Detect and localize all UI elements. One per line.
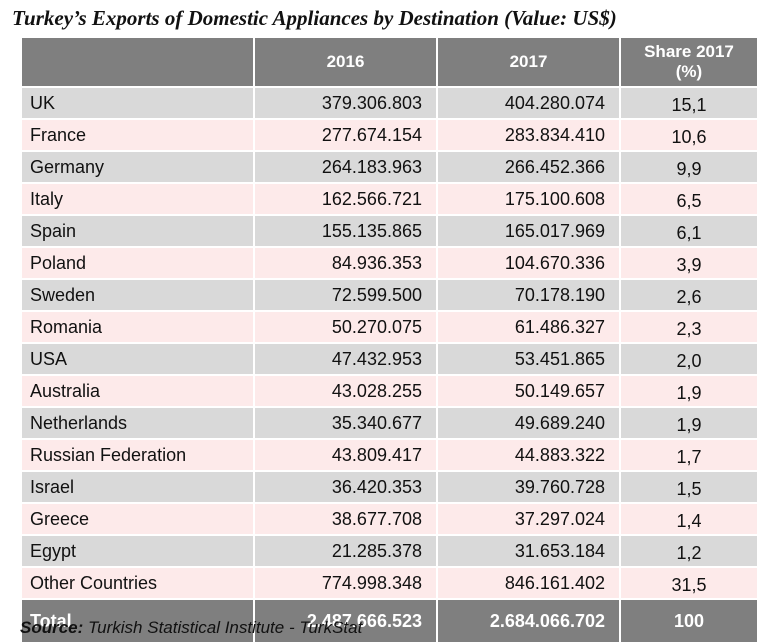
country-cell: Germany bbox=[20, 150, 255, 184]
header-corner-cell bbox=[20, 36, 255, 88]
share-cell: 6,1 bbox=[619, 214, 759, 248]
value-2017-cell: 175.100.608 bbox=[436, 182, 621, 216]
header-2016: 2016 bbox=[253, 36, 438, 88]
country-cell: France bbox=[20, 118, 255, 152]
share-cell: 31,5 bbox=[619, 566, 759, 600]
share-cell: 1,9 bbox=[619, 406, 759, 440]
value-2016-cell: 277.674.154 bbox=[253, 118, 438, 152]
country-cell: Netherlands bbox=[20, 406, 255, 440]
table-row: Other Countries 774.998.348 846.161.402 31,… bbox=[20, 566, 759, 600]
table-row: Israel 36.420.353 39.760.728 1,5 bbox=[20, 470, 759, 504]
table-row: Spain 155.135.865 165.017.969 6,1 bbox=[20, 214, 759, 248]
value-2016-cell: 774.998.348 bbox=[253, 566, 438, 600]
table-row: Poland 84.936.353 104.670.336 3,9 bbox=[20, 246, 759, 280]
source-note: Source: Turkish Statistical Institute - … bbox=[20, 618, 362, 638]
share-cell: 1,7 bbox=[619, 438, 759, 472]
share-cell: 3,9 bbox=[619, 246, 759, 280]
value-2017-cell: 37.297.024 bbox=[436, 502, 621, 536]
country-cell: Israel bbox=[20, 470, 255, 504]
table-row: Romania 50.270.075 61.486.327 2,3 bbox=[20, 310, 759, 344]
table-row: Russian Federation 43.809.417 44.883.322 1,… bbox=[20, 438, 759, 472]
country-cell: Russian Federation bbox=[20, 438, 255, 472]
header-share-line1: Share 2017 bbox=[644, 42, 734, 61]
total-row: Total 2.487.666.523 2.684.066.702 100 bbox=[20, 598, 759, 644]
source-label: Source: bbox=[20, 618, 84, 637]
value-2016-cell: 36.420.353 bbox=[253, 470, 438, 504]
value-2017-cell: 44.883.322 bbox=[436, 438, 621, 472]
share-cell: 6,5 bbox=[619, 182, 759, 216]
table-row: UK 379.306.803 404.280.074 15,1 bbox=[20, 86, 759, 120]
country-cell: Spain bbox=[20, 214, 255, 248]
source-text: Turkish Statistical Institute - TurkStat bbox=[88, 618, 363, 637]
value-2017-cell: 70.178.190 bbox=[436, 278, 621, 312]
share-cell: 2,3 bbox=[619, 310, 759, 344]
value-2017-cell: 846.161.402 bbox=[436, 566, 621, 600]
value-2016-cell: 264.183.963 bbox=[253, 150, 438, 184]
total-share: 100 bbox=[619, 598, 759, 644]
country-cell: Egypt bbox=[20, 534, 255, 568]
table-row: USA 47.432.953 53.451.865 2,0 bbox=[20, 342, 759, 376]
country-cell: Italy bbox=[20, 182, 255, 216]
header-share-line2: (%) bbox=[675, 62, 703, 81]
country-cell: Romania bbox=[20, 310, 255, 344]
value-2017-cell: 53.451.865 bbox=[436, 342, 621, 376]
share-cell: 9,9 bbox=[619, 150, 759, 184]
table-row: Italy 162.566.721 175.100.608 6,5 bbox=[20, 182, 759, 216]
value-2016-cell: 155.135.865 bbox=[253, 214, 438, 248]
share-cell: 1,2 bbox=[619, 534, 759, 568]
table-row: Greece 38.677.708 37.297.024 1,4 bbox=[20, 502, 759, 536]
country-cell: Poland bbox=[20, 246, 255, 280]
value-2017-cell: 165.017.969 bbox=[436, 214, 621, 248]
table-row: Australia 43.028.255 50.149.657 1,9 bbox=[20, 374, 759, 408]
share-cell: 2,6 bbox=[619, 278, 759, 312]
country-cell: Other Countries bbox=[20, 566, 255, 600]
value-2017-cell: 104.670.336 bbox=[436, 246, 621, 280]
table-row: Egypt 21.285.378 31.653.184 1,2 bbox=[20, 534, 759, 568]
value-2016-cell: 43.809.417 bbox=[253, 438, 438, 472]
table-title: Turkey’s Exports of Domestic Appliances … bbox=[12, 6, 617, 30]
value-2016-cell: 47.432.953 bbox=[253, 342, 438, 376]
table-row: France 277.674.154 283.834.410 10,6 bbox=[20, 118, 759, 152]
value-2016-cell: 35.340.677 bbox=[253, 406, 438, 440]
value-2016-cell: 84.936.353 bbox=[253, 246, 438, 280]
header-2017: 2017 bbox=[436, 36, 621, 88]
country-cell: Greece bbox=[20, 502, 255, 536]
total-2017: 2.684.066.702 bbox=[436, 598, 621, 644]
share-cell: 1,5 bbox=[619, 470, 759, 504]
value-2016-cell: 43.028.255 bbox=[253, 374, 438, 408]
value-2017-cell: 49.689.240 bbox=[436, 406, 621, 440]
country-cell: Australia bbox=[20, 374, 255, 408]
share-cell: 1,9 bbox=[619, 374, 759, 408]
value-2017-cell: 39.760.728 bbox=[436, 470, 621, 504]
value-2017-cell: 283.834.410 bbox=[436, 118, 621, 152]
exports-table: 2016 2017 Share 2017 (%) UK 379.306.803 40… bbox=[20, 36, 759, 644]
table-row: Netherlands 35.340.677 49.689.240 1,9 bbox=[20, 406, 759, 440]
value-2017-cell: 61.486.327 bbox=[436, 310, 621, 344]
value-2016-cell: 72.599.500 bbox=[253, 278, 438, 312]
header-row: 2016 2017 Share 2017 (%) bbox=[20, 36, 759, 88]
value-2017-cell: 31.653.184 bbox=[436, 534, 621, 568]
value-2017-cell: 404.280.074 bbox=[436, 86, 621, 120]
header-share-2017: Share 2017 (%) bbox=[619, 36, 759, 88]
value-2016-cell: 50.270.075 bbox=[253, 310, 438, 344]
value-2017-cell: 50.149.657 bbox=[436, 374, 621, 408]
share-cell: 15,1 bbox=[619, 86, 759, 120]
value-2016-cell: 21.285.378 bbox=[253, 534, 438, 568]
table-row: Sweden 72.599.500 70.178.190 2,6 bbox=[20, 278, 759, 312]
country-cell: UK bbox=[20, 86, 255, 120]
value-2017-cell: 266.452.366 bbox=[436, 150, 621, 184]
share-cell: 10,6 bbox=[619, 118, 759, 152]
country-cell: USA bbox=[20, 342, 255, 376]
value-2016-cell: 162.566.721 bbox=[253, 182, 438, 216]
share-cell: 1,4 bbox=[619, 502, 759, 536]
share-cell: 2,0 bbox=[619, 342, 759, 376]
country-cell: Sweden bbox=[20, 278, 255, 312]
value-2016-cell: 379.306.803 bbox=[253, 86, 438, 120]
total-label: Total bbox=[20, 598, 255, 644]
value-2016-cell: 38.677.708 bbox=[253, 502, 438, 536]
table-row: Germany 264.183.963 266.452.366 9,9 bbox=[20, 150, 759, 184]
